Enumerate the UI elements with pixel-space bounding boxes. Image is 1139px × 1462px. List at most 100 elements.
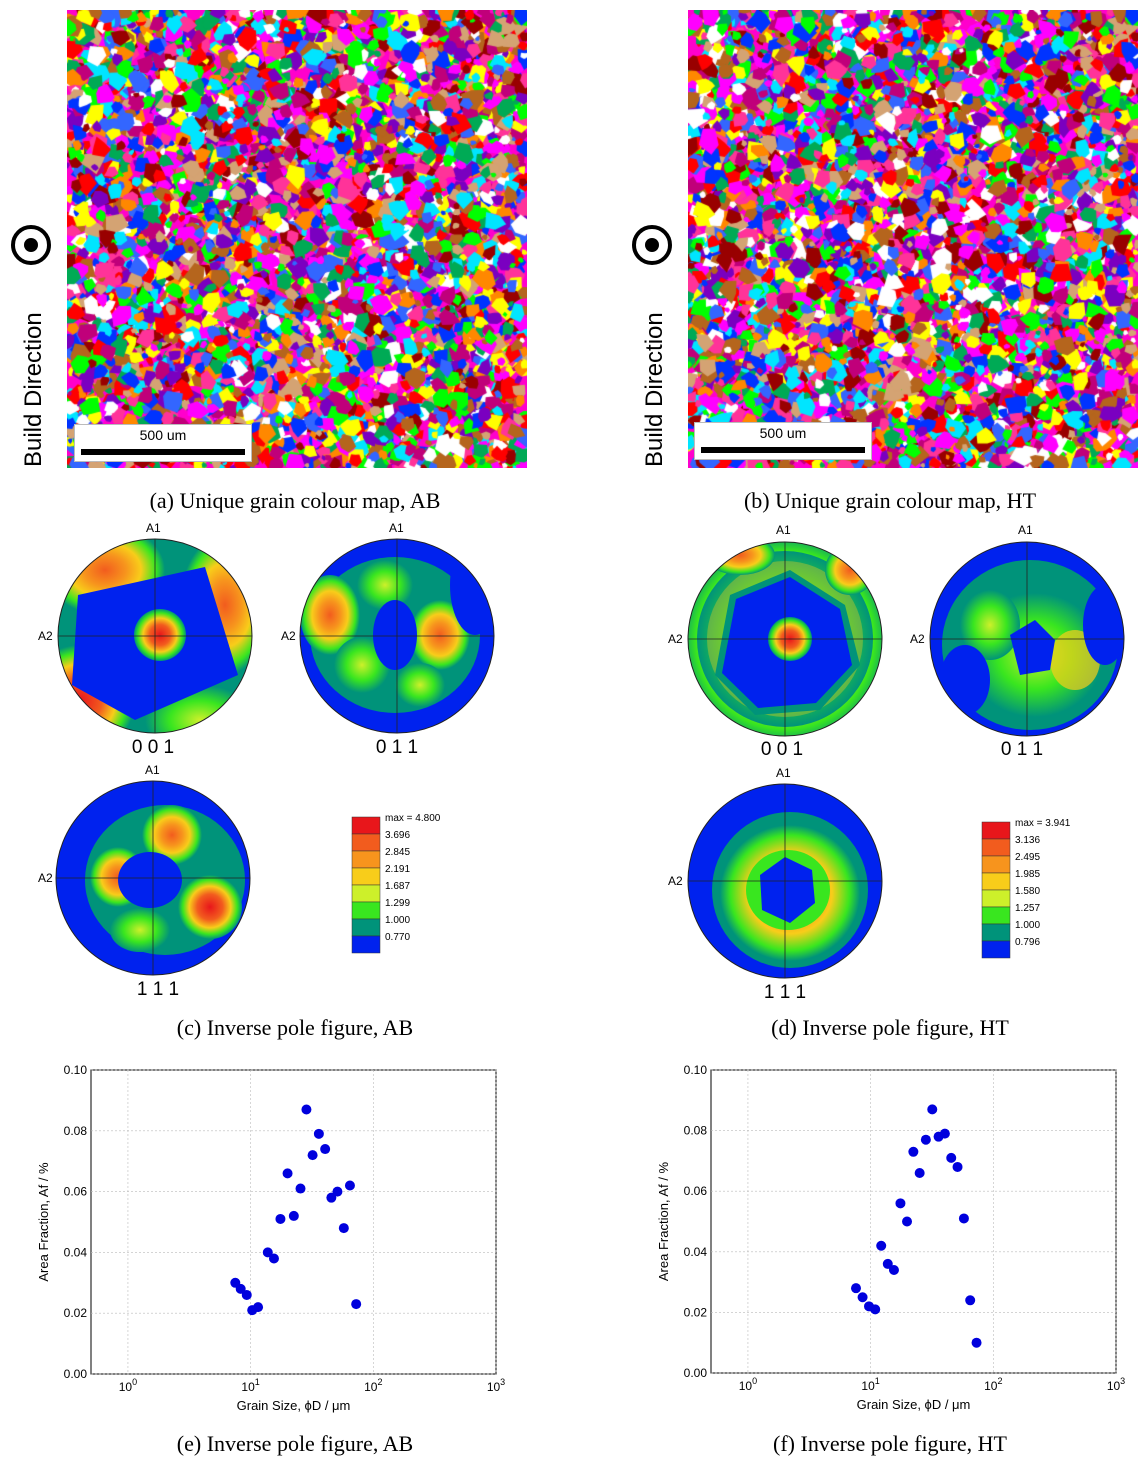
data-point xyxy=(850,1283,861,1294)
caption-d: (d) Inverse pole figure, HT xyxy=(771,1015,1009,1040)
y-tick-label: 0.06 xyxy=(684,1184,708,1198)
axis-a1-label: A1 xyxy=(146,521,161,535)
scale-bar: 500 um xyxy=(694,422,872,460)
y-tick-label: 0.02 xyxy=(684,1305,708,1319)
y-tick-label: 0.04 xyxy=(684,1245,708,1259)
pole-figure-ab-001: A1 A2 0 0 1 xyxy=(38,521,253,758)
data-point xyxy=(895,1198,906,1209)
legend-label: 1.257 xyxy=(1015,903,1040,914)
data-point xyxy=(301,1104,312,1115)
axis-a1-label: A1 xyxy=(1018,523,1033,537)
y-tick-label: 0.00 xyxy=(684,1366,708,1380)
x-axis-label: Grain Size, ϕD / μm xyxy=(857,1397,971,1412)
data-point xyxy=(320,1144,331,1155)
data-point xyxy=(288,1210,299,1221)
data-point xyxy=(282,1168,293,1179)
build-direction-label: Build Direction xyxy=(641,312,668,467)
data-point xyxy=(958,1213,969,1224)
data-point xyxy=(857,1292,868,1303)
data-point xyxy=(313,1128,324,1139)
y-axis-label: Area Fraction, Af / % xyxy=(656,1161,671,1281)
build-direction-symbol xyxy=(10,224,52,266)
scale-bar: 500 um xyxy=(74,424,252,462)
legend-swatch xyxy=(981,906,1011,925)
x-tick-label: 102 xyxy=(364,1377,382,1394)
legend-swatch xyxy=(351,833,381,852)
pole-label: 0 1 1 xyxy=(1001,739,1043,760)
x-tick-label: 102 xyxy=(984,1376,1002,1393)
data-point xyxy=(946,1152,957,1163)
x-tick-label: 101 xyxy=(241,1377,259,1394)
legend-label: 2.495 xyxy=(1015,852,1040,863)
legend-swatch xyxy=(981,872,1011,891)
plot-frame xyxy=(90,1069,497,1375)
pole-figure-ht-011: A1 A2 0 1 1 xyxy=(910,523,1125,760)
x-tick-label: 100 xyxy=(119,1377,137,1394)
legend-label: 0.796 xyxy=(1015,937,1040,948)
legend-label: 2.845 xyxy=(385,847,410,858)
data-point xyxy=(952,1161,963,1172)
axis-a2-label: A2 xyxy=(281,629,296,643)
grain-colour-map xyxy=(67,10,527,468)
pole-figure-ab-011: A1 A2 0 1 1 xyxy=(281,521,495,758)
legend-swatch xyxy=(351,850,381,869)
legend-swatch xyxy=(981,940,1011,959)
axis-a1-label: A1 xyxy=(389,521,404,535)
data-point xyxy=(351,1299,362,1310)
data-point xyxy=(241,1289,252,1300)
pole-label: 0 1 1 xyxy=(376,737,418,758)
legend-ab: max = 4.800 3.696 2.845 2.191 1.687 1.299 1.00… xyxy=(351,813,441,954)
legend-swatch xyxy=(981,923,1011,942)
legend-swatch xyxy=(351,935,381,954)
pole-label: 0 0 1 xyxy=(761,739,803,760)
legend-label: 1.000 xyxy=(1015,920,1040,931)
build-direction-label: Build Direction xyxy=(20,312,47,467)
pole-label: 1 1 1 xyxy=(764,982,806,1003)
axis-a1-label: A1 xyxy=(776,523,791,537)
legend-label: 1.000 xyxy=(385,915,410,926)
legend-label: 0.770 xyxy=(385,932,410,943)
legend-swatch xyxy=(351,867,381,886)
data-point xyxy=(268,1253,279,1264)
data-point xyxy=(971,1337,982,1348)
axis-a2-label: A2 xyxy=(910,632,925,646)
y-tick-label: 0.00 xyxy=(64,1367,88,1381)
grain-colour-map xyxy=(688,10,1138,468)
x-tick-label: 103 xyxy=(487,1377,505,1394)
axis-a1-label: A1 xyxy=(145,763,160,777)
data-point xyxy=(275,1213,286,1224)
legend-swatch xyxy=(981,838,1011,857)
data-point xyxy=(326,1192,337,1203)
x-axis-label: Grain Size, ϕD / μm xyxy=(237,1398,351,1413)
legend-ht: max = 3.941 3.136 2.495 1.985 1.580 1.257 1.00… xyxy=(981,818,1071,959)
pole-figure-ht-111: A1 A2 1 1 1 xyxy=(668,766,883,1003)
legend-swatch xyxy=(351,918,381,937)
scatter-chart-ht: 0.00 0.02 0.04 0.06 0.08 0.10 100 101 102 103 Grai… xyxy=(656,1063,1125,1412)
caption-c: (c) Inverse pole figure, AB xyxy=(176,1015,414,1040)
data-point xyxy=(338,1223,349,1234)
data-point xyxy=(927,1104,938,1115)
y-tick-label: 0.08 xyxy=(684,1124,708,1138)
x-tick-label: 100 xyxy=(739,1376,757,1393)
pole-figure-ab-111: A1 A2 1 1 1 xyxy=(38,763,251,1000)
caption-b: (b) Unique grain colour map, HT xyxy=(743,488,1037,513)
data-point xyxy=(870,1304,881,1315)
legend-swatch xyxy=(351,901,381,920)
y-tick-label: 0.06 xyxy=(64,1185,88,1199)
axis-a1-label: A1 xyxy=(776,766,791,780)
caption-a: (a) Unique grain colour map, AB xyxy=(149,488,441,513)
data-point xyxy=(914,1168,925,1179)
legend-label: 1.299 xyxy=(385,898,410,909)
y-tick-label: 0.10 xyxy=(684,1063,708,1077)
data-point xyxy=(920,1134,931,1145)
data-point xyxy=(902,1216,913,1227)
legend-swatch xyxy=(981,889,1011,908)
legend-swatch xyxy=(981,821,1011,840)
legend-label: 3.696 xyxy=(385,830,410,841)
pole-label: 0 0 1 xyxy=(132,737,174,758)
data-point xyxy=(262,1247,273,1258)
axis-a2-label: A2 xyxy=(668,874,683,888)
axis-a2-label: A2 xyxy=(38,871,53,885)
data-point xyxy=(253,1302,264,1313)
data-point xyxy=(235,1283,246,1294)
